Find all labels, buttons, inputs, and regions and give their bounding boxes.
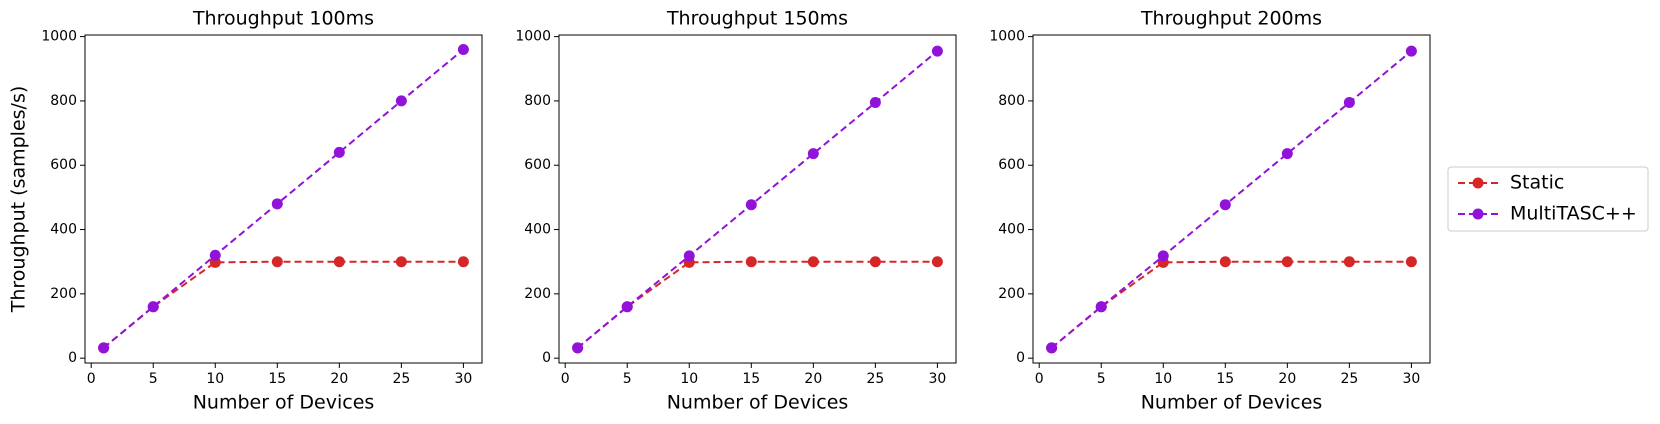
point [1281, 256, 1293, 268]
y-axis-label: Throughput (samples/s) [8, 86, 30, 314]
plot-frame [1032, 34, 1431, 364]
x-tick-label: 15 [742, 371, 760, 387]
point [457, 256, 469, 268]
point [745, 199, 757, 211]
x-tick-label: 10 [1154, 371, 1172, 387]
plot-frame [558, 34, 957, 364]
point [1095, 301, 1107, 313]
point [869, 256, 881, 268]
point [271, 256, 283, 268]
point [931, 256, 943, 268]
y-tick-label: 1000 [989, 29, 1025, 45]
x-tick-label: 20 [1278, 371, 1296, 387]
chart-title: Throughput 100ms [192, 8, 374, 30]
point [98, 342, 110, 354]
x-tick-label: 5 [149, 371, 158, 387]
point [209, 249, 221, 261]
series-line [102, 48, 465, 349]
y-tick-label: 600 [998, 157, 1025, 173]
x-tick-label: 20 [330, 371, 348, 387]
point [807, 256, 819, 268]
y-tick-label: 400 [50, 222, 77, 238]
point [1405, 45, 1417, 57]
x-tick-label: 10 [680, 371, 698, 387]
point [333, 256, 345, 268]
legend-label: Static [1510, 172, 1564, 194]
point [1343, 97, 1355, 109]
x-tick-label: 30 [928, 371, 946, 387]
point [457, 43, 469, 55]
point [869, 97, 881, 109]
y-tick-label: 1000 [41, 29, 77, 45]
x-tick-label: 30 [454, 371, 472, 387]
x-tick-label: 25 [1340, 371, 1358, 387]
x-tick-label: 0 [561, 371, 570, 387]
x-tick-label: 30 [1402, 371, 1420, 387]
point [271, 198, 283, 210]
y-tick-label: 200 [998, 286, 1025, 302]
y-tick-label: 0 [1016, 350, 1025, 366]
y-tick-label: 600 [50, 157, 77, 173]
point [1281, 148, 1293, 160]
x-tick-label: 10 [206, 371, 224, 387]
y-tick-label: 400 [524, 222, 551, 238]
point [1219, 199, 1231, 211]
y-tick-label: 0 [542, 350, 551, 366]
x-tick-label: 0 [87, 371, 96, 387]
legend-label: MultiTASC++ [1510, 203, 1637, 225]
y-tick-label: 1000 [515, 29, 551, 45]
legend-marker [1472, 208, 1484, 220]
point [621, 301, 633, 313]
chart-title: Throughput 200ms [1140, 8, 1322, 30]
plot-frame [84, 34, 483, 364]
point [683, 250, 695, 262]
point [745, 256, 757, 268]
x-tick-label: 25 [866, 371, 884, 387]
point [333, 146, 345, 158]
point [147, 301, 159, 313]
y-tick-label: 800 [524, 93, 551, 109]
point [1405, 256, 1417, 268]
x-tick-label: 15 [1216, 371, 1234, 387]
point [572, 342, 584, 354]
point [1343, 256, 1355, 268]
point [395, 95, 407, 107]
y-tick-label: 400 [998, 222, 1025, 238]
chart-title: Throughput 150ms [666, 8, 848, 30]
point [1157, 250, 1169, 262]
point [931, 45, 943, 57]
x-tick-label: 5 [623, 371, 632, 387]
x-axis-label: Number of Devices [1141, 392, 1323, 414]
x-tick-label: 0 [1035, 371, 1044, 387]
legend-marker [1472, 177, 1484, 189]
x-tick-label: 25 [392, 371, 410, 387]
x-axis-label: Number of Devices [667, 392, 849, 414]
x-tick-label: 5 [1097, 371, 1106, 387]
point [1046, 342, 1058, 354]
point [1219, 256, 1231, 268]
x-tick-label: 20 [804, 371, 822, 387]
y-tick-label: 800 [998, 93, 1025, 109]
y-tick-label: 200 [524, 286, 551, 302]
y-tick-label: 800 [50, 93, 77, 109]
y-tick-label: 0 [68, 350, 77, 366]
y-tick-label: 200 [50, 286, 77, 302]
point [807, 148, 819, 160]
x-tick-label: 15 [268, 371, 286, 387]
point [395, 256, 407, 268]
y-tick-label: 600 [524, 157, 551, 173]
x-axis-label: Number of Devices [193, 392, 375, 414]
